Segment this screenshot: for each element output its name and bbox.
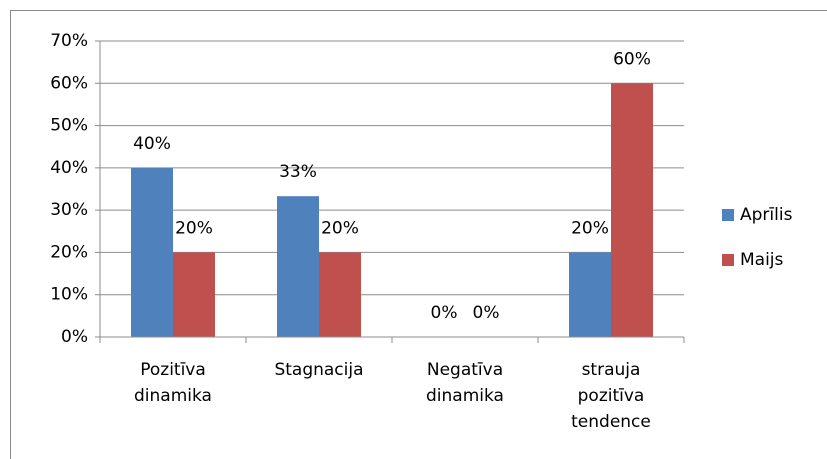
bar [277,196,319,337]
chart-border [10,10,827,459]
y-tick-label: 20% [50,242,88,262]
bar [319,252,361,337]
y-tick-label: 40% [50,158,88,178]
data-label: 20% [321,218,359,238]
x-tick-label: Stagnacija [274,360,364,380]
legend-label: Maijs [740,250,784,270]
y-tick-label: 50% [50,116,88,136]
bar [173,252,215,337]
data-label: 20% [175,218,213,238]
data-label: 60% [613,49,651,69]
y-tick-label: 10% [50,285,88,305]
bar [611,83,653,338]
bar [569,252,611,337]
x-tick-label: strauja pozitīva tendence [571,360,651,432]
data-label: 0% [473,303,500,323]
legend-label: Aprīlis [740,205,793,225]
legend-swatch [722,254,734,266]
y-tick-label: 0% [61,327,88,347]
y-tick-label: 70% [50,31,88,51]
x-tick-label: Negatīva dinamika [426,360,504,406]
data-label: 0% [431,303,458,323]
data-label: 33% [279,162,317,182]
legend-swatch [722,209,734,221]
data-label: 20% [571,218,609,238]
y-tick-label: 60% [50,73,88,93]
data-label: 40% [133,134,171,154]
bar [131,167,173,337]
x-tick-label: Pozitīva dinamika [134,360,212,406]
y-tick-label: 30% [50,200,88,220]
